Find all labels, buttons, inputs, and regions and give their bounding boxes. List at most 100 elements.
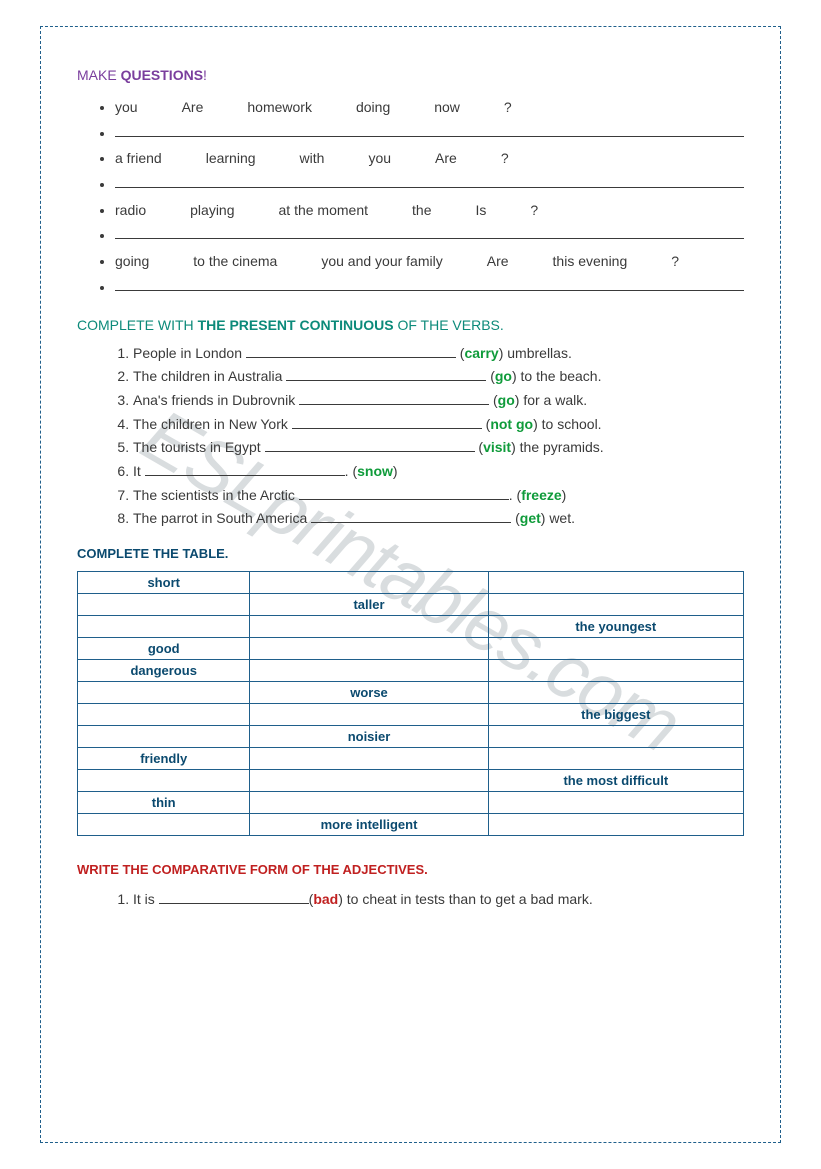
fill-sentence: Ana's friends in Dubrovnik (go) for a wa…: [133, 390, 744, 412]
table-row: dangerous: [78, 660, 744, 682]
table-cell-blank[interactable]: [250, 616, 488, 638]
table-row: thin: [78, 792, 744, 814]
heading-part: OF THE VERBS.: [394, 317, 504, 333]
sentence-text: The tourists in Egypt: [133, 439, 265, 455]
verb-hint: carry: [464, 345, 498, 361]
verb-hint: go: [495, 368, 512, 384]
answer-blank-line[interactable]: [115, 277, 744, 299]
table-cell-blank[interactable]: [488, 572, 743, 594]
table-cell-blank[interactable]: [78, 770, 250, 792]
scrambled-word: now: [434, 97, 460, 119]
table-cell-blank[interactable]: [78, 594, 250, 616]
fill-blank[interactable]: [145, 464, 345, 476]
scrambled-word: you and your family: [321, 251, 442, 273]
table-cell-blank[interactable]: [488, 594, 743, 616]
present-continuous-list: People in London (carry) umbrellas.The c…: [77, 343, 744, 531]
answer-blank-line[interactable]: [115, 225, 744, 247]
sentence-text: Ana's friends in Dubrovnik: [133, 392, 299, 408]
question-list: youArehomeworkdoingnow?a friendlearningw…: [77, 97, 744, 299]
sentence-text: The children in New York: [133, 416, 292, 432]
table-cell-blank[interactable]: [250, 660, 488, 682]
heading-part: !: [203, 67, 207, 83]
comparative-sentence: It is (bad) to cheat in tests than to ge…: [133, 889, 744, 911]
sentence-text: The parrot in South America: [133, 510, 311, 526]
comparison-table: shorttallerthe youngestgooddangerouswors…: [77, 571, 744, 836]
scrambled-word: ?: [501, 148, 509, 170]
table-row: worse: [78, 682, 744, 704]
scrambled-word: homework: [247, 97, 312, 119]
scrambled-word: ?: [530, 200, 538, 222]
table-cell-blank[interactable]: [250, 638, 488, 660]
answer-blank-line[interactable]: [115, 174, 744, 196]
table-cell-blank[interactable]: [250, 770, 488, 792]
table-cell-blank[interactable]: [78, 682, 250, 704]
table-cell-filled: dangerous: [78, 660, 250, 682]
fill-blank[interactable]: [292, 417, 482, 429]
table-cell-blank[interactable]: [250, 792, 488, 814]
page-border: MAKE QUESTIONS! you Are homework doing now? a…: [40, 26, 781, 1143]
table-cell-filled: the most difficult: [488, 770, 743, 792]
section3-heading: COMPLETE THE TABLE.: [77, 546, 744, 561]
table-cell-filled: the youngest: [488, 616, 743, 638]
fill-sentence: The scientists in the Arctic . (freeze): [133, 485, 744, 507]
table-cell-blank[interactable]: [78, 616, 250, 638]
table-row: noisier: [78, 726, 744, 748]
heading-part: MAKE: [77, 67, 121, 83]
fill-blank[interactable]: [286, 369, 486, 381]
table-cell-blank[interactable]: [488, 638, 743, 660]
table-cell-blank[interactable]: [250, 572, 488, 594]
fill-sentence: The children in Australia (go) to the be…: [133, 366, 744, 388]
fill-blank[interactable]: [311, 511, 511, 523]
verb-hint: get: [520, 510, 541, 526]
table-cell-blank[interactable]: [250, 748, 488, 770]
sentence-text: The scientists in the Arctic: [133, 487, 299, 503]
table-row: more intelligent: [78, 814, 744, 836]
scrambled-word: learning: [206, 148, 256, 170]
table-cell-blank[interactable]: [488, 726, 743, 748]
adjective-hint: bad: [313, 891, 338, 907]
verb-hint: visit: [483, 439, 511, 455]
verb-hint: freeze: [521, 487, 561, 503]
scrambled-word: to the cinema: [193, 251, 277, 273]
table-row: good: [78, 638, 744, 660]
table-cell-blank[interactable]: [488, 814, 743, 836]
scrambled-word: ?: [671, 251, 679, 273]
scrambled-word: Are: [435, 148, 457, 170]
fill-blank[interactable]: [265, 440, 475, 452]
table-cell-blank[interactable]: [78, 704, 250, 726]
fill-sentence: The children in New York (not go) to sch…: [133, 414, 744, 436]
table-cell-blank[interactable]: [488, 682, 743, 704]
scrambled-word: the: [412, 200, 431, 222]
table-row: the most difficult: [78, 770, 744, 792]
scrambled-word: at the moment: [279, 200, 369, 222]
question-words-row: youArehomeworkdoingnow?: [115, 97, 744, 119]
scrambled-word: with: [300, 148, 325, 170]
sentence-text: It: [133, 463, 145, 479]
table-cell-filled: worse: [250, 682, 488, 704]
fill-blank[interactable]: [299, 488, 509, 500]
fill-blank[interactable]: [159, 892, 309, 904]
scrambled-word: playing: [190, 200, 234, 222]
section1-heading: MAKE QUESTIONS!: [77, 67, 744, 83]
table-cell-blank[interactable]: [488, 748, 743, 770]
answer-blank-line[interactable]: [115, 123, 744, 145]
table-row: the youngest: [78, 616, 744, 638]
sentence-text: People in London: [133, 345, 246, 361]
worksheet-content: MAKE QUESTIONS! you Are homework doing now? a…: [77, 67, 744, 911]
section2-heading: COMPLETE WITH THE PRESENT CONTINUOUS OF …: [77, 317, 744, 333]
table-cell-blank[interactable]: [78, 814, 250, 836]
table-cell-filled: friendly: [78, 748, 250, 770]
verb-hint: not go: [490, 416, 533, 432]
heading-part: QUESTIONS: [121, 67, 203, 83]
table-cell-blank[interactable]: [488, 660, 743, 682]
scrambled-word: doing: [356, 97, 390, 119]
scrambled-word: you: [368, 148, 391, 170]
fill-blank[interactable]: [246, 346, 456, 358]
table-cell-blank[interactable]: [78, 726, 250, 748]
table-cell-blank[interactable]: [488, 792, 743, 814]
question-words-row: goingto the cinemayou and your familyAre…: [115, 251, 744, 273]
fill-blank[interactable]: [299, 393, 489, 405]
table-row: the biggest: [78, 704, 744, 726]
table-cell-blank[interactable]: [250, 704, 488, 726]
table-cell-filled: thin: [78, 792, 250, 814]
